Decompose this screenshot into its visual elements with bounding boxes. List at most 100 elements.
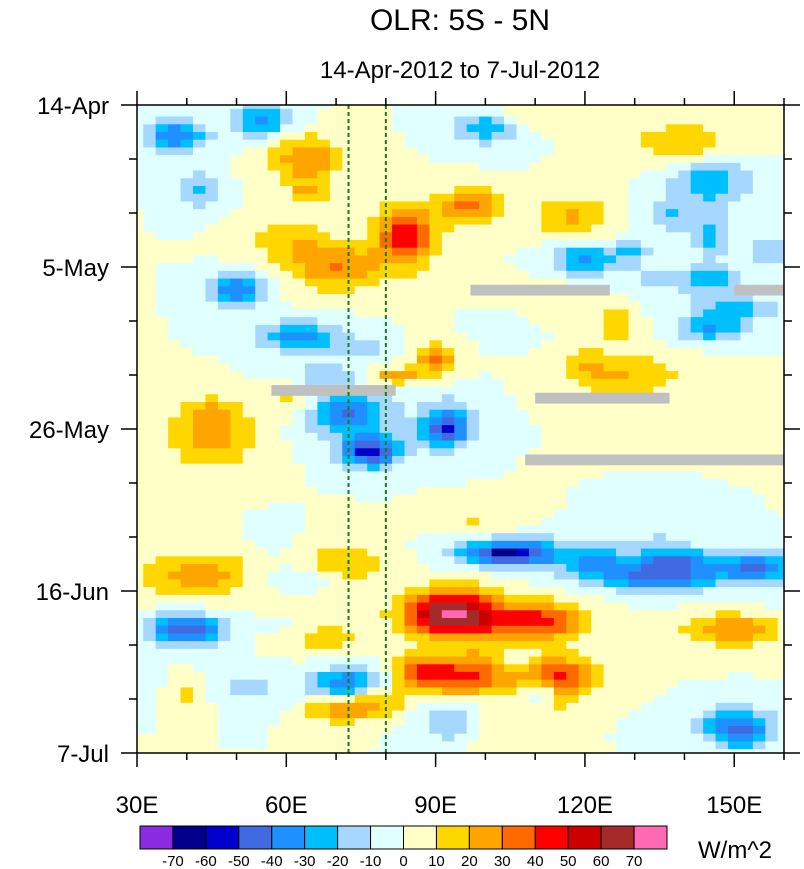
heatmap-cell xyxy=(217,124,231,133)
heatmap-cell xyxy=(466,456,480,465)
heatmap-cell xyxy=(217,132,231,141)
heatmap-cell xyxy=(665,394,679,403)
heatmap-cell xyxy=(429,679,443,689)
heatmap-cell xyxy=(180,178,194,187)
heatmap-cell xyxy=(703,216,717,226)
heatmap-cell xyxy=(292,594,306,604)
heatmap-cell xyxy=(267,216,281,226)
heatmap-cell xyxy=(137,317,144,326)
heatmap-cell xyxy=(690,687,704,696)
heatmap-cell xyxy=(740,340,754,349)
heatmap-cell xyxy=(317,432,331,442)
heatmap-cell xyxy=(292,656,306,665)
heatmap-cell xyxy=(441,517,455,527)
heatmap-cell xyxy=(504,332,518,341)
heatmap-cell xyxy=(752,247,766,257)
heatmap-cell xyxy=(752,224,766,233)
heatmap-cell xyxy=(591,178,605,187)
heatmap-cell xyxy=(441,571,455,581)
heatmap-cell xyxy=(690,263,704,272)
heatmap-cell xyxy=(317,355,331,365)
heatmap-cell xyxy=(267,132,281,141)
heatmap-cell xyxy=(454,610,468,619)
heatmap-cell xyxy=(317,726,331,735)
heatmap-cell xyxy=(653,162,667,172)
heatmap-cell xyxy=(317,610,331,619)
heatmap-cell xyxy=(665,232,679,241)
heatmap-cell xyxy=(292,648,306,658)
heatmap-cell xyxy=(479,587,493,596)
heatmap-cell xyxy=(367,132,381,141)
heatmap-cell xyxy=(137,301,144,311)
heatmap-cell xyxy=(690,440,704,449)
heatmap-cell xyxy=(180,425,194,434)
heatmap-cell xyxy=(765,317,779,326)
heatmap-cell xyxy=(280,162,294,172)
heatmap-cell xyxy=(603,594,617,604)
heatmap-cell xyxy=(292,378,306,388)
heatmap-cell xyxy=(553,556,567,565)
heatmap-cell xyxy=(491,618,505,627)
heatmap-cell xyxy=(367,656,381,665)
heatmap-cell xyxy=(566,432,580,442)
heatmap-cell xyxy=(280,594,294,604)
heatmap-cell xyxy=(591,186,605,195)
heatmap-cell xyxy=(392,105,406,110)
heatmap-cell xyxy=(267,432,281,442)
heatmap-cell xyxy=(192,324,207,334)
heatmap-cell xyxy=(516,417,530,426)
heatmap-cell xyxy=(466,548,480,557)
heatmap-cell xyxy=(616,124,630,133)
heatmap-cell xyxy=(516,733,530,743)
colorbar-label: 10 xyxy=(428,853,445,869)
heatmap-cell xyxy=(703,517,717,527)
heatmap-cell xyxy=(553,695,567,704)
heatmap-cell xyxy=(640,317,654,326)
heatmap-cell xyxy=(230,749,244,753)
heatmap-cell xyxy=(143,186,157,195)
heatmap-cell xyxy=(429,232,443,241)
heatmap-cell xyxy=(168,105,182,110)
heatmap-cell xyxy=(777,425,784,434)
heatmap-cell xyxy=(479,363,493,372)
heatmap-cell xyxy=(137,270,144,280)
heatmap-cell xyxy=(628,170,642,179)
heatmap-cell xyxy=(466,340,480,349)
heatmap-cell xyxy=(628,672,642,681)
heatmap-cell xyxy=(715,594,729,604)
heatmap-cell xyxy=(392,193,406,203)
heatmap-cell xyxy=(566,247,580,257)
heatmap-cell xyxy=(516,162,530,172)
heatmap-cell xyxy=(516,263,530,272)
heatmap-cell xyxy=(715,432,729,442)
heatmap-cell xyxy=(304,108,319,118)
heatmap-cell xyxy=(137,695,144,704)
heatmap-cell xyxy=(777,324,784,334)
heatmap-cell xyxy=(752,602,766,611)
heatmap-cell xyxy=(665,594,679,604)
heatmap-cell xyxy=(491,162,505,172)
heatmap-cell xyxy=(715,510,729,519)
heatmap-cell xyxy=(715,255,729,264)
heatmap-cell xyxy=(416,726,430,735)
heatmap-cell xyxy=(155,371,169,380)
heatmap-cell xyxy=(591,232,605,241)
colorbar-swatch xyxy=(238,825,273,850)
heatmap-cell xyxy=(578,587,592,596)
heatmap-cell xyxy=(728,348,742,357)
heatmap-cell xyxy=(715,201,729,210)
heatmap-cell xyxy=(528,587,542,596)
heatmap-cell xyxy=(591,733,605,743)
heatmap-cell xyxy=(155,656,169,665)
heatmap-cell xyxy=(329,402,343,411)
heatmap-cell xyxy=(678,533,692,542)
heatmap-cell xyxy=(728,525,742,534)
heatmap-cell xyxy=(578,440,592,449)
heatmap-cell xyxy=(715,139,729,149)
heatmap-cell xyxy=(255,270,269,280)
heatmap-cell xyxy=(740,402,754,411)
heatmap-cell xyxy=(280,147,294,156)
heatmap-cell xyxy=(591,425,605,434)
heatmap-cell xyxy=(728,548,742,557)
heatmap-cell xyxy=(304,317,319,326)
